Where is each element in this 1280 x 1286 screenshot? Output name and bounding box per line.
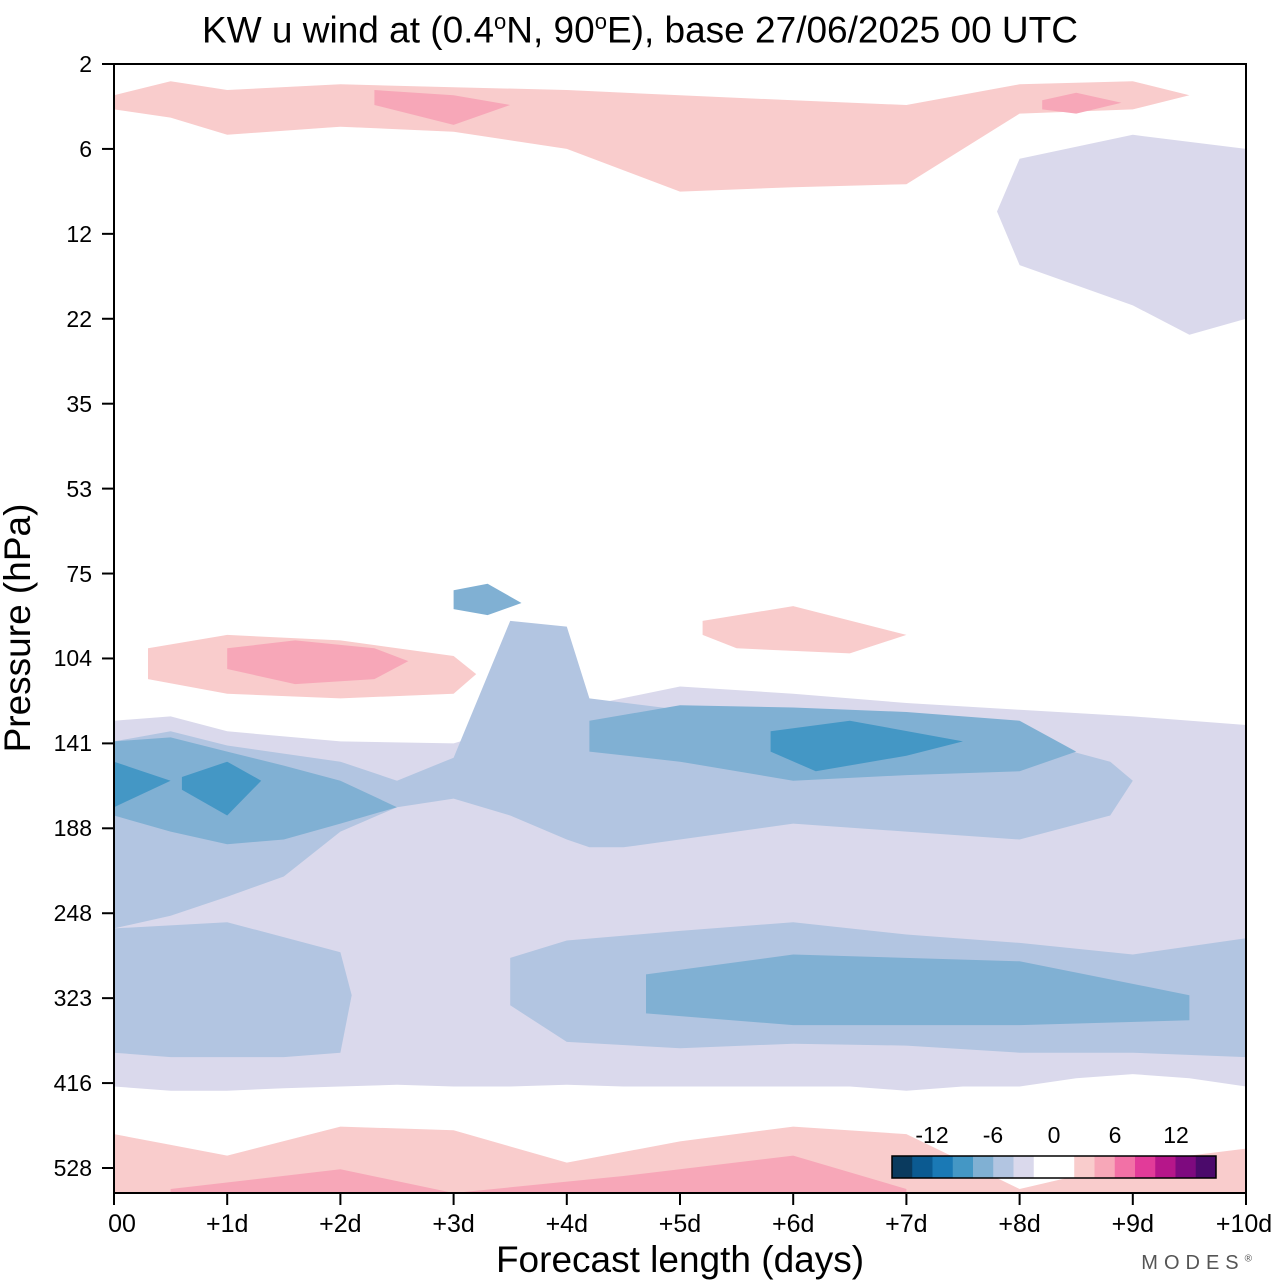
contour-region-15 bbox=[170, 1155, 907, 1193]
y-tick-label: 248 bbox=[53, 900, 92, 927]
legend-swatch bbox=[1195, 1156, 1217, 1178]
legend-swatch bbox=[1033, 1156, 1055, 1178]
y-axis-label: Pressure (hPa) bbox=[0, 503, 38, 753]
title-end: E), base 27/06/2025 00 UTC bbox=[606, 9, 1078, 51]
contour-region-1 bbox=[114, 620, 1133, 929]
legend-swatch bbox=[952, 1156, 974, 1178]
contour-region-12 bbox=[227, 640, 409, 685]
title-main: KW u wind at (0.4 bbox=[202, 9, 495, 51]
legend-swatch bbox=[1094, 1156, 1116, 1178]
legend-swatch bbox=[1074, 1156, 1095, 1178]
legend-swatch bbox=[1135, 1156, 1156, 1178]
x-tick-label: +7d bbox=[885, 1210, 928, 1238]
axis-ticks bbox=[102, 63, 1247, 1205]
contour-region-17 bbox=[374, 90, 511, 125]
contour-region-6 bbox=[453, 583, 522, 616]
legend-swatch bbox=[1155, 1156, 1176, 1178]
x-tick-label: +9d bbox=[1111, 1210, 1155, 1238]
chart-title: KW u wind at (0.4oN, 90oE), base 27/06/2… bbox=[0, 0, 1280, 52]
y-tick-label: 35 bbox=[66, 390, 92, 417]
y-tick-label: 528 bbox=[53, 1155, 92, 1181]
contour-region-4 bbox=[114, 737, 397, 845]
legend-swatch bbox=[973, 1156, 994, 1178]
title-mid: N, 90 bbox=[506, 9, 595, 51]
contour-region-7 bbox=[646, 954, 1190, 1026]
legend-tick-label: -6 bbox=[982, 1122, 1004, 1148]
contour-region-18 bbox=[1042, 92, 1122, 114]
y-tick-label: 53 bbox=[66, 475, 92, 502]
contour-region-13 bbox=[702, 606, 907, 654]
x-tick-label: +6d bbox=[771, 1210, 815, 1238]
legend-swatch bbox=[993, 1156, 1014, 1178]
y-tick-label: 188 bbox=[53, 815, 92, 842]
legend-swatch bbox=[892, 1156, 913, 1178]
y-tick-label: 22 bbox=[66, 305, 92, 332]
y-tick-label: 2 bbox=[79, 51, 92, 77]
contour-fill-regions bbox=[114, 81, 1246, 1193]
x-tick-label: +5d bbox=[658, 1210, 702, 1238]
legend-swatch bbox=[1054, 1156, 1075, 1178]
y-tick-label: 75 bbox=[66, 560, 92, 587]
x-tick-label: 00 bbox=[108, 1210, 136, 1238]
brand-text: MODES bbox=[1141, 1252, 1245, 1274]
brand-logo: MODES® bbox=[1141, 1252, 1252, 1275]
color-legend bbox=[891, 1155, 1217, 1179]
x-axis-label: Forecast length (days) bbox=[495, 1239, 865, 1280]
y-tick-label: 6 bbox=[79, 135, 92, 162]
legend-tick-label: 12 bbox=[1163, 1122, 1189, 1148]
y-tick-label: 323 bbox=[53, 985, 92, 1012]
contour-region-16 bbox=[114, 81, 1190, 192]
contour-region-8 bbox=[114, 761, 171, 808]
legend-tick-label: -12 bbox=[915, 1122, 949, 1148]
contour-region-19 bbox=[997, 134, 1246, 335]
legend-swatch bbox=[932, 1156, 954, 1178]
legend-swatch bbox=[1175, 1156, 1197, 1178]
contour-region-10 bbox=[770, 720, 963, 772]
y-tick-label: 12 bbox=[66, 220, 92, 247]
legend-tick-label: 6 bbox=[1108, 1122, 1122, 1148]
x-tick-label: +8d bbox=[998, 1210, 1041, 1238]
title-degree-2: o bbox=[594, 9, 607, 34]
legend-swatch bbox=[912, 1156, 933, 1178]
legend-swatch bbox=[1114, 1156, 1136, 1178]
brand-mark: ® bbox=[1244, 1253, 1252, 1265]
legend-frame bbox=[891, 1155, 1217, 1179]
contour-region-9 bbox=[181, 761, 262, 816]
x-tick-label: +3d bbox=[432, 1210, 475, 1238]
y-tick-label: 416 bbox=[53, 1070, 92, 1097]
y-tick-label: 141 bbox=[53, 730, 92, 757]
y-tick-label: 104 bbox=[53, 645, 92, 672]
x-tick-label: +10d bbox=[1215, 1210, 1273, 1238]
legend-swatch bbox=[1013, 1156, 1035, 1178]
title-degree-1: o bbox=[494, 9, 507, 34]
x-tick-label: +1d bbox=[205, 1210, 249, 1238]
legend-tick-label: 0 bbox=[1047, 1122, 1061, 1148]
x-tick-label: +2d bbox=[319, 1210, 362, 1238]
x-tick-label: +4d bbox=[545, 1210, 589, 1238]
contour-region-2 bbox=[114, 922, 352, 1058]
